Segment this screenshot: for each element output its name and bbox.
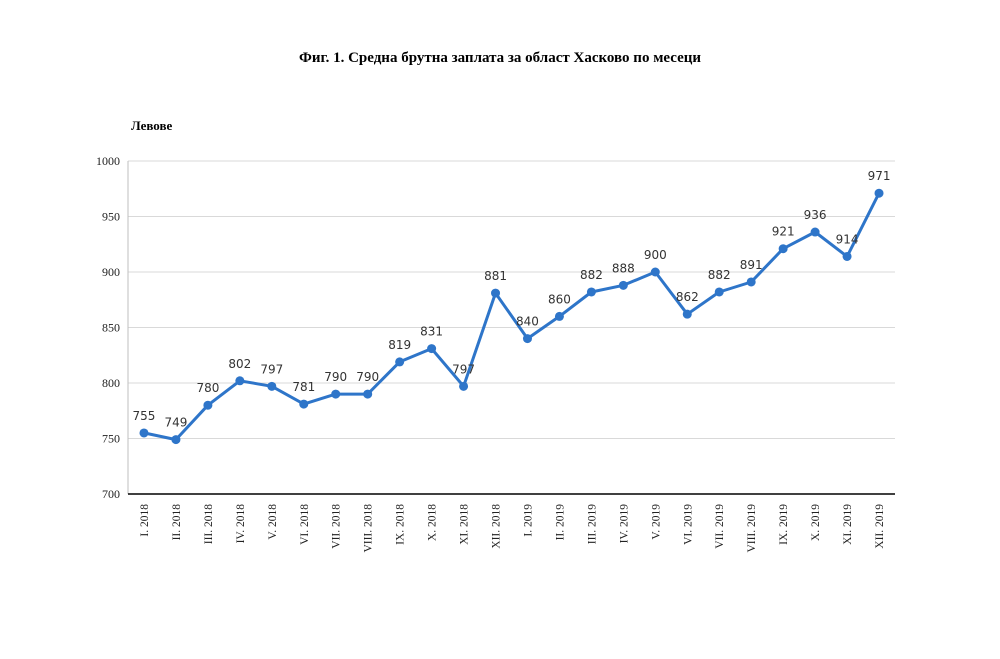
x-tick-label: XII. 2019	[874, 504, 886, 549]
data-label: 802	[228, 357, 251, 371]
data-label: 860	[548, 292, 571, 306]
x-tick-label: XI. 2018	[459, 504, 471, 545]
data-label: 914	[836, 232, 859, 246]
x-tick-label: I. 2018	[139, 504, 151, 537]
x-tick-label: IV. 2019	[618, 504, 630, 544]
data-point	[554, 311, 564, 321]
data-point	[746, 277, 756, 287]
x-tick-label: VIII. 2018	[363, 504, 375, 553]
data-label: 882	[708, 268, 731, 282]
y-tick-label: 900	[102, 265, 120, 279]
data-label: 780	[196, 381, 219, 395]
data-label: 882	[580, 268, 603, 282]
data-point	[778, 244, 788, 254]
series-line	[143, 192, 881, 442]
data-label: 900	[644, 248, 667, 262]
x-tick-label: IX. 2019	[778, 504, 790, 545]
data-point	[618, 280, 628, 290]
y-axis-label: Левове	[131, 118, 173, 133]
x-tick-label: III. 2019	[586, 504, 598, 544]
data-point	[682, 309, 692, 319]
data-label: 819	[388, 338, 411, 352]
data-point	[459, 381, 469, 391]
y-tick-label: 700	[102, 487, 120, 501]
data-label: 862	[676, 290, 699, 304]
data-point	[139, 428, 149, 438]
data-point	[395, 357, 405, 367]
data-point	[522, 334, 532, 344]
data-label: 840	[516, 315, 539, 329]
data-point	[586, 287, 596, 297]
data-label: 755	[133, 409, 156, 423]
data-label: 921	[772, 225, 795, 239]
data-label: 790	[356, 370, 379, 384]
x-tick-label: II. 2019	[554, 504, 566, 541]
y-tick-label: 800	[102, 376, 120, 390]
y-tick-label: 850	[102, 321, 120, 335]
data-point	[427, 344, 437, 354]
data-point	[491, 288, 501, 298]
data-point	[331, 389, 341, 399]
data-point	[714, 287, 724, 297]
data-point	[874, 188, 884, 198]
x-tick-label: X. 2018	[427, 504, 439, 541]
data-label: 881	[484, 269, 507, 283]
data-label: 891	[740, 258, 763, 272]
data-point	[810, 227, 820, 237]
data-label: 831	[420, 325, 443, 339]
y-tick-label: 950	[102, 210, 120, 224]
x-tick-label: III. 2018	[203, 504, 215, 544]
data-point	[235, 376, 245, 386]
data-label: 749	[164, 416, 187, 430]
data-point	[650, 267, 660, 277]
x-tick-label: IX. 2018	[395, 504, 407, 545]
data-point	[842, 251, 852, 261]
chart-title: Фиг. 1. Средна брутна заплата за област …	[298, 50, 702, 66]
x-tick-label: V. 2019	[650, 504, 662, 540]
x-tick-label: X. 2019	[810, 504, 822, 541]
data-label: 781	[292, 380, 315, 394]
data-label: 971	[868, 169, 891, 183]
data-label: 797	[452, 362, 475, 376]
y-tick-label: 750	[102, 432, 120, 446]
data-point	[363, 389, 373, 399]
data-label: 790	[324, 370, 347, 384]
x-tick-label: V. 2018	[267, 504, 279, 540]
data-point	[203, 400, 213, 410]
x-tick-label: XI. 2019	[842, 504, 854, 545]
x-tick-label: VII. 2019	[714, 504, 726, 549]
x-tick-label: XII. 2018	[491, 504, 503, 549]
x-tick-label: IV. 2018	[235, 504, 247, 544]
data-label: 797	[260, 362, 283, 376]
x-tick-label: VIII. 2019	[746, 504, 758, 553]
data-label: 936	[804, 208, 827, 222]
x-tick-label: VI. 2019	[682, 504, 694, 545]
x-tick-label: II. 2018	[171, 504, 183, 541]
data-point	[267, 381, 277, 391]
x-tick-label: I. 2019	[522, 504, 534, 537]
x-tick-label: VII. 2018	[331, 504, 343, 549]
data-point	[299, 399, 309, 409]
data-label: 888	[612, 261, 635, 275]
y-tick-label: 1000	[96, 154, 120, 168]
data-point	[171, 435, 181, 445]
x-tick-label: VI. 2018	[299, 504, 311, 545]
